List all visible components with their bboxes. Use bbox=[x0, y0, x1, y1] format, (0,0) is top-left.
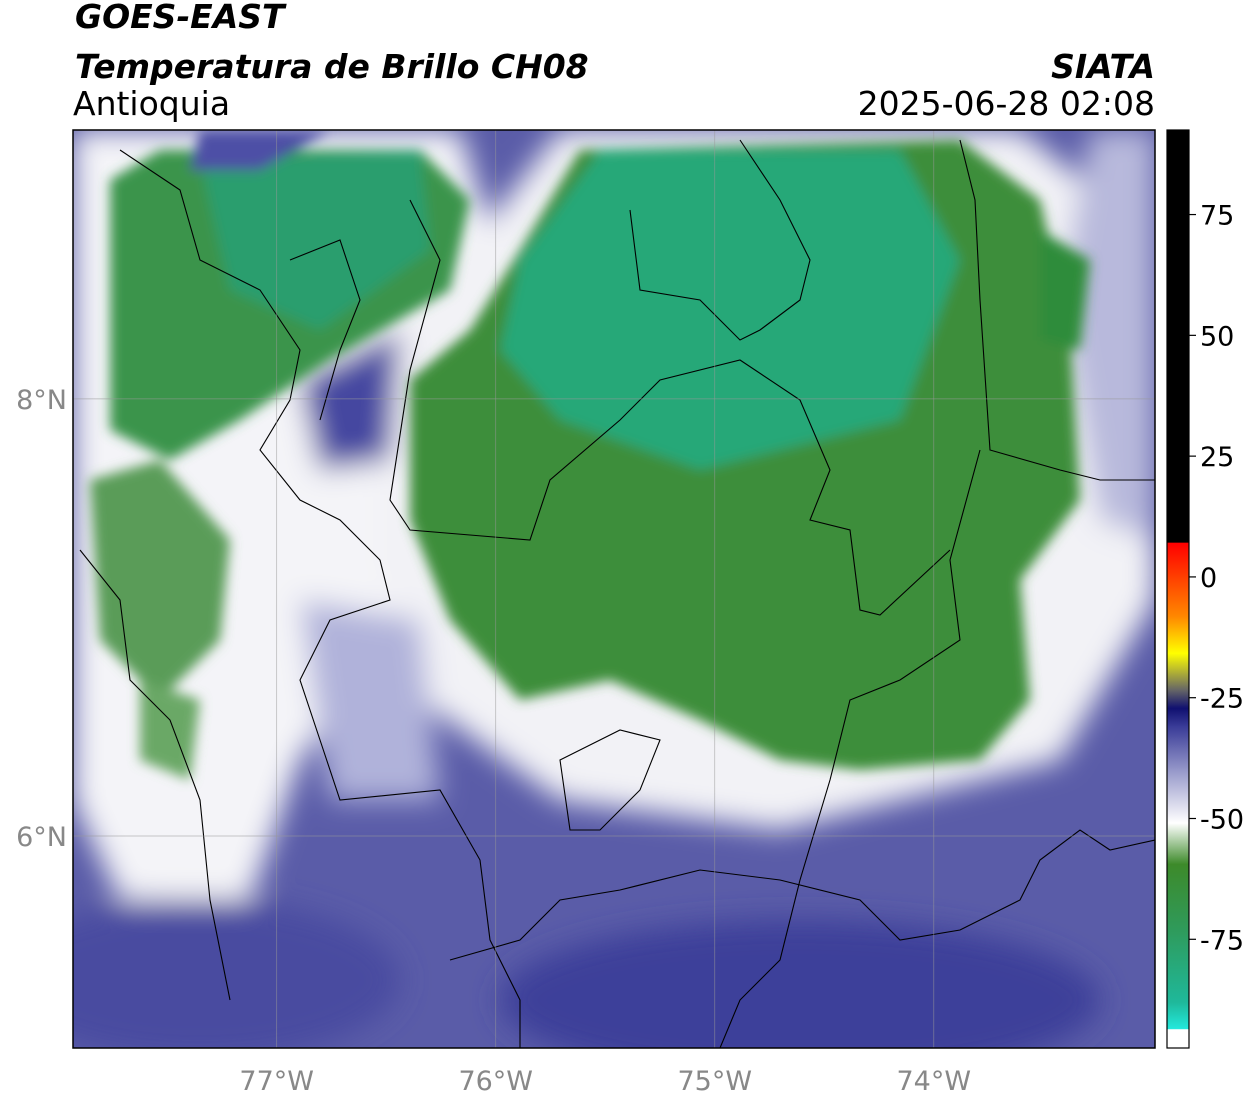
map-image bbox=[73, 130, 1155, 1048]
colorbar-tick-label: 50 bbox=[1200, 321, 1234, 352]
colorbar-tick-label: 25 bbox=[1200, 442, 1234, 473]
source: SIATA bbox=[1051, 47, 1155, 86]
x-tick-label: 74°W bbox=[897, 1066, 972, 1097]
y-tick-label: 6°N bbox=[16, 822, 67, 853]
colorbar-tick-label: -75 bbox=[1200, 925, 1244, 956]
map-frame bbox=[72, 129, 1156, 1049]
colorbar-tick-label: -50 bbox=[1200, 805, 1244, 836]
subtitle: Temperatura de Brillo CH08 bbox=[75, 47, 589, 86]
x-tick-label: 76°W bbox=[458, 1066, 533, 1097]
x-tick-label: 77°W bbox=[239, 1066, 314, 1097]
colorbar-tick-label: 0 bbox=[1200, 563, 1217, 594]
graticule bbox=[73, 130, 1155, 1048]
datetime: 2025-06-28 02:08 bbox=[858, 84, 1155, 123]
colorbar-tick-label: 75 bbox=[1200, 201, 1234, 232]
colorbar bbox=[1166, 129, 1190, 1049]
title: GOES-EAST bbox=[75, 0, 287, 36]
y-tick-label: 8°N bbox=[16, 385, 67, 416]
borders bbox=[79, 139, 1155, 1048]
region: Antioquia bbox=[73, 84, 230, 123]
x-tick-label: 75°W bbox=[677, 1066, 752, 1097]
colorbar-tick-label: -25 bbox=[1200, 684, 1244, 715]
